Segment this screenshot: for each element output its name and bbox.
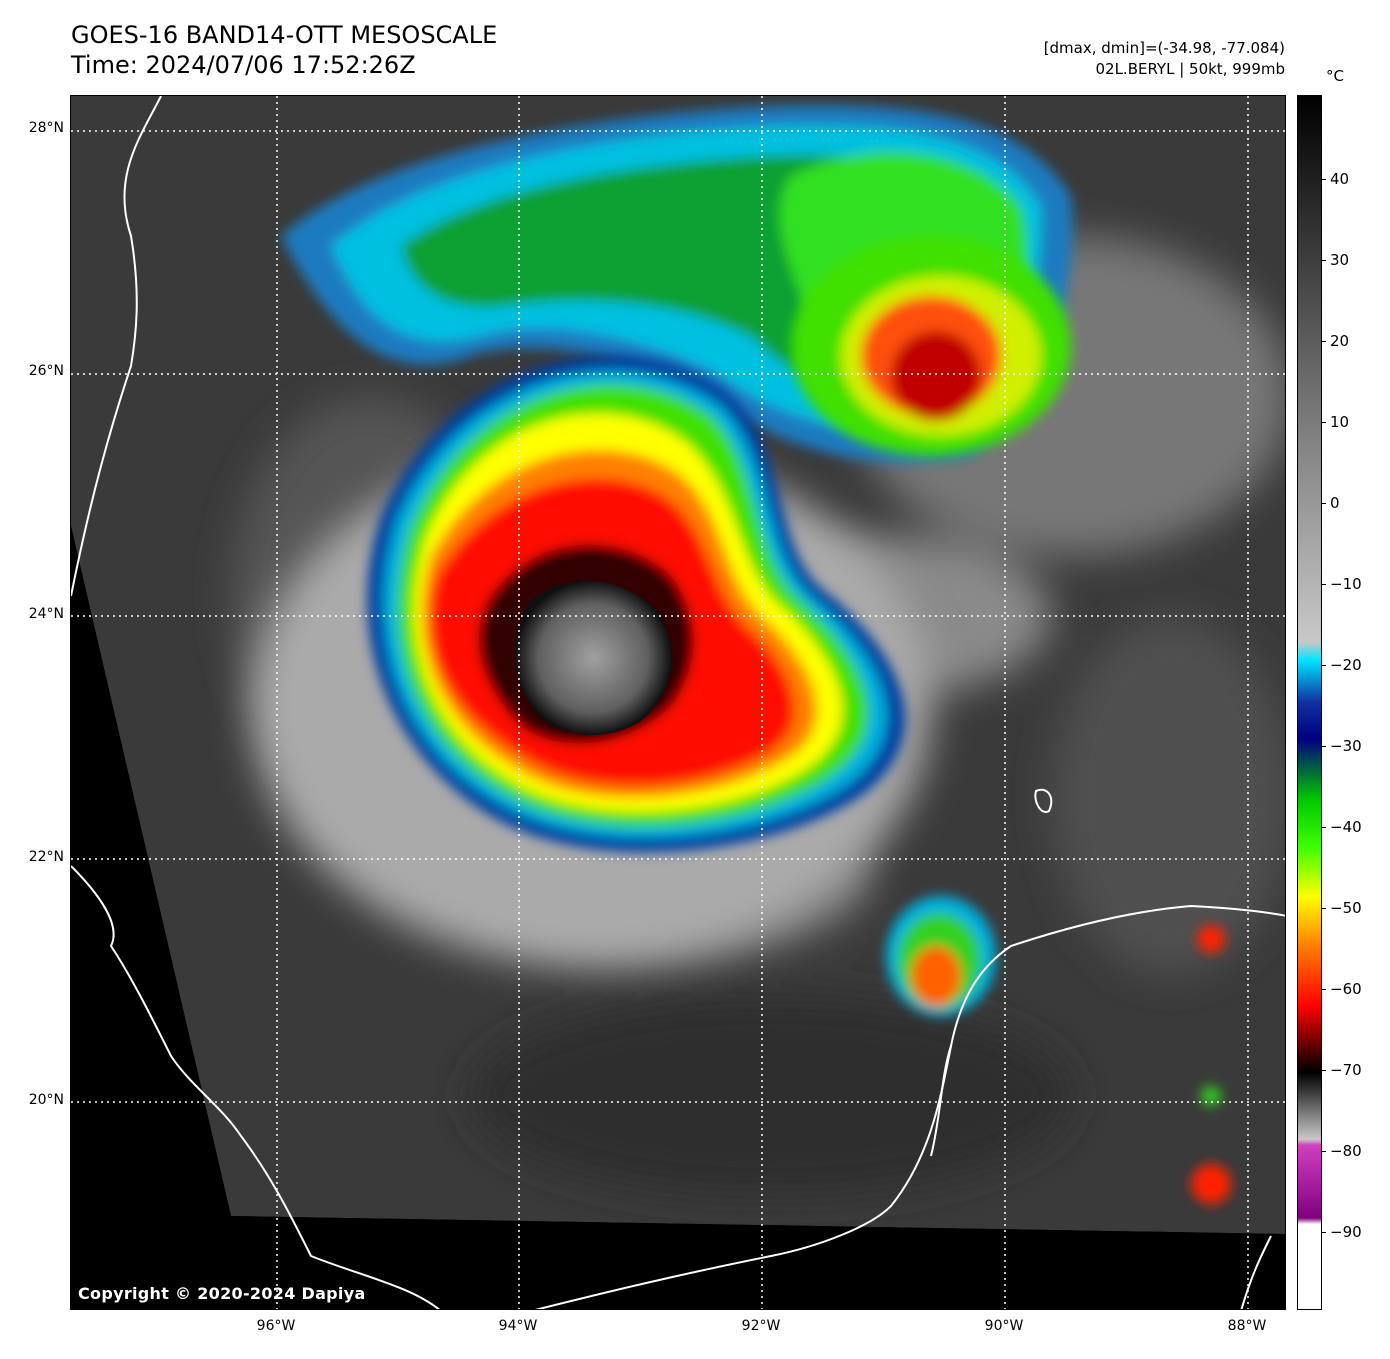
colorbar-tick-mark xyxy=(1321,908,1326,909)
lon-label-92: 92°W xyxy=(741,1318,781,1334)
satellite-imagery xyxy=(71,96,1285,1309)
colorbar-tick-label: 0 xyxy=(1330,494,1340,512)
graticule xyxy=(71,96,1285,1309)
colorbar-tick-mark xyxy=(1321,584,1326,585)
colorbar-tick-mark xyxy=(1321,1070,1326,1071)
colorbar-tick-mark xyxy=(1321,179,1326,180)
lon-label-88: 88°W xyxy=(1227,1318,1267,1334)
colorbar-tick-label: 10 xyxy=(1330,413,1350,431)
colorbar-tick-mark xyxy=(1321,260,1326,261)
colorbar-tick-label: −30 xyxy=(1330,737,1362,755)
copyright-notice: Copyright © 2020-2024 Dapiya xyxy=(78,1284,366,1303)
colorbar-tick-mark xyxy=(1321,1151,1326,1152)
colorbar-tick-mark xyxy=(1321,1232,1326,1233)
colorbar-tick-label: −70 xyxy=(1330,1061,1362,1079)
chart-title: GOES-16 BAND14-OTT MESOSCALE Time: 2024/… xyxy=(71,20,497,80)
colorbar-tick-mark xyxy=(1321,746,1326,747)
colorbar-tick-label: −60 xyxy=(1330,980,1362,998)
mexico-gulf-coastline xyxy=(71,865,441,1309)
lat-label-26: 26°N xyxy=(28,363,64,379)
colorbar-tick-mark xyxy=(1321,422,1326,423)
texas-coastline xyxy=(71,96,162,597)
colorbar-tick-label: −40 xyxy=(1330,818,1362,836)
hurricane-beryl xyxy=(251,356,931,966)
lon-label-94: 94°W xyxy=(498,1318,538,1334)
satellite-map: Copyright © 2020-2024 Dapiya xyxy=(70,95,1286,1310)
no-data-region xyxy=(71,526,1285,1309)
colorbar-tick-label: 30 xyxy=(1330,251,1350,269)
colorbar-tick-label: −20 xyxy=(1330,656,1362,674)
storm-info: [dmax, dmin]=(-34.98, -77.084) 02L.BERYL… xyxy=(1044,38,1285,80)
lon-label-90: 90°W xyxy=(984,1318,1024,1334)
colorbar-tick-mark xyxy=(1321,989,1326,990)
lat-label-20: 20°N xyxy=(28,1092,64,1108)
colorbar-tick-label: −10 xyxy=(1330,575,1362,593)
colorbar-tick-mark xyxy=(1321,665,1326,666)
hurricane-eye xyxy=(515,580,672,736)
coastlines xyxy=(71,96,1285,1309)
colorbar-tick-mark xyxy=(1321,503,1326,504)
colorbar-tick-label: −80 xyxy=(1330,1142,1362,1160)
lon-label-96: 96°W xyxy=(256,1318,296,1334)
yucatan-peninsula-border xyxy=(930,1045,952,1157)
colorbar-tick-label: −90 xyxy=(1330,1223,1362,1241)
storm-name-intensity: 02L.BERYL | 50kt, 999mb xyxy=(1095,60,1285,78)
colorbar-unit: °C xyxy=(1326,67,1344,85)
colorbar-tick-label: 20 xyxy=(1330,332,1350,350)
island-outline xyxy=(1034,788,1053,813)
yucatan-storm-cells xyxy=(886,896,1231,1204)
dmax-dmin-readout: [dmax, dmin]=(-34.98, -77.084) xyxy=(1043,39,1285,57)
colorbar xyxy=(1297,95,1322,1310)
eastern-coastline xyxy=(1240,1235,1272,1309)
lat-label-28: 28°N xyxy=(28,120,64,136)
colorbar-tick-label: −50 xyxy=(1330,899,1362,917)
lat-label-22: 22°N xyxy=(28,849,64,865)
lat-label-24: 24°N xyxy=(28,606,64,622)
northeast-storm-cell xyxy=(791,236,1071,456)
colorbar-tick-mark xyxy=(1321,827,1326,828)
colorbar-tick-mark xyxy=(1321,341,1326,342)
colorbar-tick-label: 40 xyxy=(1330,170,1350,188)
title-time: Time: 2024/07/06 17:52:26Z xyxy=(71,51,416,79)
title-product: GOES-16 BAND14-OTT MESOSCALE xyxy=(71,21,498,49)
